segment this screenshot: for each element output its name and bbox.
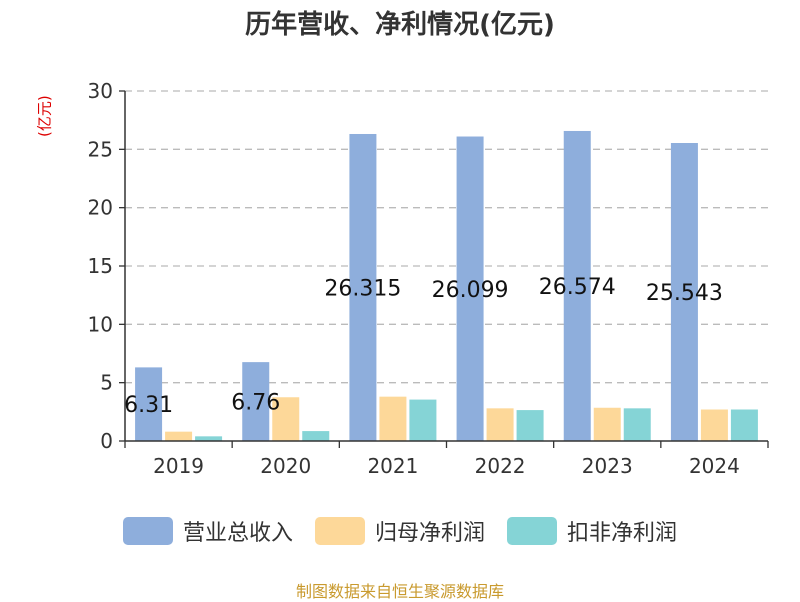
source-note: 制图数据来自恒生聚源数据库 xyxy=(295,582,504,601)
bar[interactable] xyxy=(486,408,514,441)
bar[interactable] xyxy=(165,431,193,441)
bar[interactable] xyxy=(516,410,544,441)
x-tick-label: 2019 xyxy=(153,454,204,478)
data-label: 6.31 xyxy=(124,393,173,418)
bar[interactable] xyxy=(135,367,163,441)
bar[interactable] xyxy=(730,409,758,442)
bar[interactable] xyxy=(349,133,377,441)
y-tick-label: 10 xyxy=(88,312,113,336)
bar[interactable] xyxy=(623,408,651,441)
x-tick-label: 2020 xyxy=(260,454,311,478)
legend-swatch-revenue xyxy=(122,517,173,545)
legend-label-deducted-profit: 扣非净利润 xyxy=(567,521,678,546)
y-tick-label: 30 xyxy=(88,79,113,103)
y-tick-label: 20 xyxy=(88,196,113,220)
data-label: 26.315 xyxy=(324,276,401,301)
y-tick-label: 15 xyxy=(88,254,113,278)
legend-swatch-deducted-profit xyxy=(507,517,557,545)
x-tick-label: 2024 xyxy=(689,454,740,478)
data-label: 26.099 xyxy=(432,278,509,303)
legend-label-revenue: 营业总收入 xyxy=(182,521,293,546)
legend: 营业总收入 归母净利润 扣非净利润 xyxy=(0,515,800,547)
axes: 0 5 10 15 20 25 30 2019 2020 2021 2022 2023 2024 xyxy=(88,79,769,478)
bar[interactable] xyxy=(563,130,591,441)
legend-item-net-profit[interactable]: 归母净利润 xyxy=(314,515,485,547)
bar[interactable] xyxy=(302,431,330,441)
bars xyxy=(135,130,758,442)
legend-swatch-net-profit xyxy=(314,517,365,545)
bar[interactable] xyxy=(700,409,728,442)
legend-item-deducted-profit[interactable]: 扣非净利润 xyxy=(507,515,677,547)
bar[interactable] xyxy=(593,407,621,441)
x-tick-label: 2021 xyxy=(367,454,418,478)
y-tick-label: 25 xyxy=(88,137,113,161)
bar[interactable] xyxy=(242,362,270,441)
bar[interactable] xyxy=(456,136,484,442)
bar[interactable] xyxy=(670,142,698,441)
chart-title: 历年营收、净利情况(亿元) xyxy=(245,10,555,40)
data-label: 6.76 xyxy=(231,391,280,416)
y-tick-label: 0 xyxy=(100,429,113,453)
bar[interactable] xyxy=(272,397,300,441)
data-labels: 6.31 6.76 26.315 26.099 26.574 25.543 xyxy=(124,275,723,418)
x-tick-label: 2022 xyxy=(475,454,526,478)
data-label: 26.574 xyxy=(539,275,616,300)
y-tick-label: 5 xyxy=(100,371,113,395)
bar[interactable] xyxy=(195,436,223,441)
data-label: 25.543 xyxy=(646,281,723,306)
legend-label-net-profit: 归母净利润 xyxy=(374,521,485,546)
legend-item-revenue[interactable]: 营业总收入 xyxy=(122,515,293,547)
bar[interactable] xyxy=(409,399,437,441)
x-tick-label: 2023 xyxy=(582,454,633,478)
bar[interactable] xyxy=(379,396,407,441)
